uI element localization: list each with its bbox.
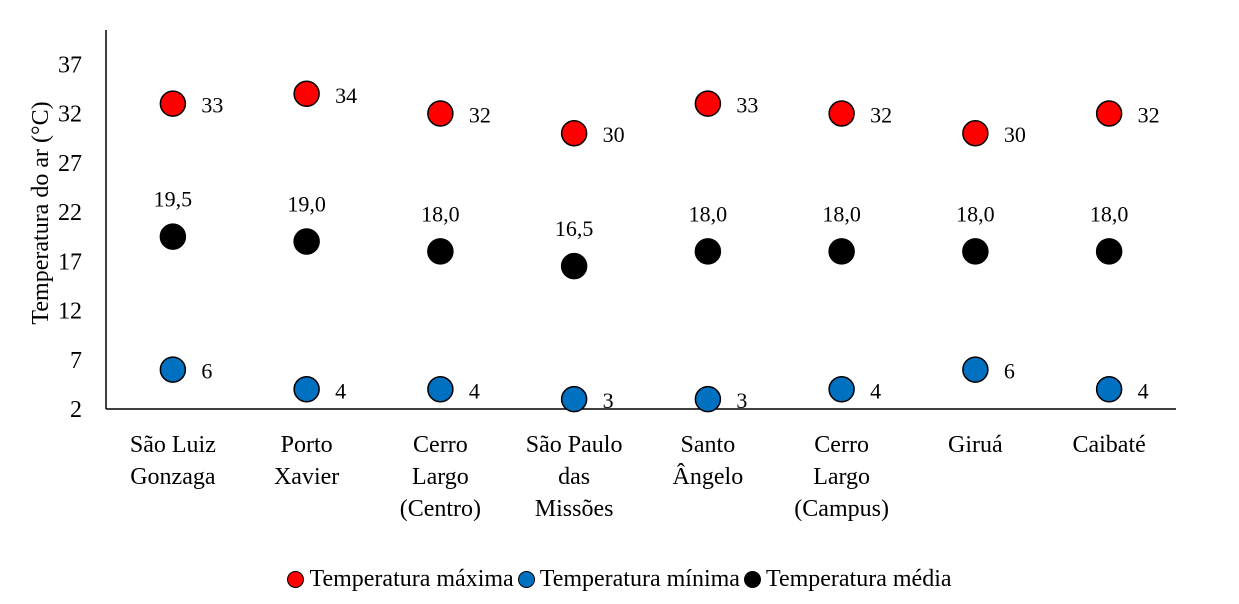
data-label: 4 [335,378,346,403]
data-point [427,100,454,127]
y-tick-label: 17 [58,249,82,275]
x-tick-label: Santo Ângelo [673,432,744,490]
x-tick-label-line: São Luiz [130,432,216,458]
x-tick-labels: São Luiz Gonzaga Porto Xavier Cerro Largo (Cen… [130,432,1146,522]
data-point [293,376,320,403]
data-point [159,356,187,383]
data-point [694,90,722,117]
data-label: 19,5 [154,187,193,212]
data-point [560,252,588,280]
y-tick-label: 7 [70,348,82,374]
data-point [1095,238,1123,265]
data-label: 4 [469,378,480,403]
data-label: 3 [603,388,614,413]
data-label: 18,0 [421,201,460,226]
data-point [828,238,855,265]
x-tick-label: Cerro Largo (Campus) [794,432,889,522]
x-tick-label-line: Cerro [413,432,468,458]
data-point [962,119,989,147]
data-label: 3 [736,388,747,413]
data-label: 19,0 [287,192,326,217]
data-label: 32 [1138,103,1160,128]
y-tick-label: 22 [58,200,82,226]
x-tick-label: Giruá [948,432,1003,458]
series-group: 33 34 32 30 33 32 30 32 [159,80,1160,147]
x-tick-label-line: (Centro) [400,496,481,522]
y-axis-title: Temperatura do ar (°C) [28,101,54,324]
data-point [159,90,187,117]
data-point [560,385,588,413]
data-point [159,223,187,250]
data-point [293,228,320,255]
y-tick-label: 12 [58,299,82,325]
legend-item-min: Temperatura mínima [517,566,740,593]
x-tick-label-line: São Paulo [526,432,623,458]
x-tick-label-line: Caibaté [1072,432,1145,458]
data-point [293,80,320,108]
series-group: 19,5 19,0 18,0 16,5 18,0 18,0 18,0 18,0 [154,187,1129,280]
legend-item-mean: Temperatura média [743,566,952,593]
data-point [962,356,989,383]
legend-label-min: Temperatura mínima [539,566,740,592]
legend-label-mean: Temperatura média [765,566,952,592]
x-tick-label-line: Santo [681,432,736,458]
x-tick-label: São Paulo das Missões [526,432,623,522]
x-tick-label-line: Cerro [814,432,869,458]
data-label: 18,0 [822,201,861,226]
data-label: 16,5 [555,216,594,241]
x-tick-label: Porto Xavier [274,432,339,490]
legend-label-max: Temperatura máxima [309,566,514,592]
y-tick-label: 27 [58,151,82,177]
data-label: 32 [469,103,491,128]
data-point [828,100,855,127]
data-point [1095,376,1123,403]
legend-swatch-max [287,571,305,588]
data-label: 4 [870,378,881,403]
data-label: 18,0 [1090,201,1129,226]
data-point [427,376,454,403]
x-tick-label-line: Porto [281,432,333,458]
x-tick-label-line: Largo [412,464,469,490]
x-tick-label-line: Largo [813,464,870,490]
y-tick-label: 37 [58,52,82,78]
x-tick-label-line: das [558,464,590,490]
legend-swatch-mean [743,571,761,588]
data-label: 6 [1004,359,1015,384]
data-label: 33 [736,93,758,118]
data-point [694,238,722,265]
x-tick-label-line: Giruá [948,432,1003,458]
data-label: 32 [870,103,892,128]
y-tick-label: 32 [58,102,82,128]
y-tick-label: 2 [70,397,82,423]
data-point [694,385,722,413]
x-tick-label-line: Ângelo [673,464,744,490]
x-tick-label-line: Xavier [274,464,339,490]
data-label: 34 [335,83,357,108]
legend: Temperatura máxima Temperatura mínima Te… [0,566,1239,593]
x-tick-label: Caibaté [1072,432,1145,458]
x-tick-label: São Luiz Gonzaga [130,432,216,490]
data-label: 6 [201,359,212,384]
data-point [560,119,588,147]
legend-swatch-min [517,571,535,588]
data-point [427,238,454,265]
data-label: 30 [603,122,625,147]
x-tick-label-line: (Campus) [794,496,889,522]
data-label: 18,0 [689,201,728,226]
data-label: 18,0 [956,201,995,226]
x-tick-label-line: Missões [535,496,614,522]
data-point [1095,100,1123,127]
data-point [828,376,855,403]
data-label: 30 [1004,122,1026,147]
x-tick-label-line: Gonzaga [130,464,216,490]
x-tick-label: Cerro Largo (Centro) [400,432,481,522]
data-label: 4 [1138,378,1149,403]
series-group: 6 4 4 3 3 4 6 4 [159,356,1149,413]
data-label: 33 [201,93,223,118]
legend-item-max: Temperatura máxima [287,566,514,593]
data-point [962,238,989,265]
